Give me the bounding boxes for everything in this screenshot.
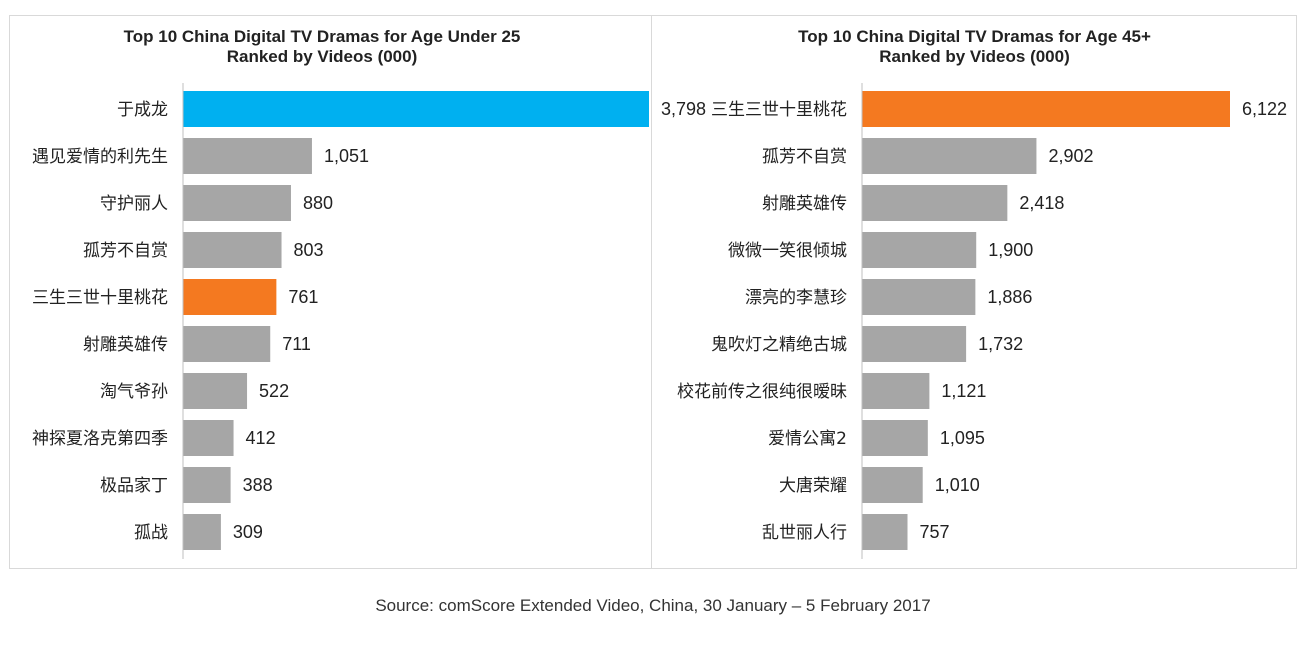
category-label: 极品家丁 [100, 476, 168, 496]
category-label: 遇见爱情的利先生 [32, 147, 168, 167]
category-label: 三生三世十里桃花 [32, 288, 168, 308]
category-label: 鬼吹灯之精绝古城 [711, 335, 847, 355]
value-label: 412 [246, 428, 276, 448]
category-label: 淘气爷孙 [100, 382, 168, 402]
category-label: 校花前传之很纯很暧昧 [677, 382, 847, 402]
chart-title-block: Top 10 China Digital TV Dramas for Age 4… [652, 27, 1297, 67]
category-label: 射雕英雄传 [762, 194, 847, 214]
chart-title-block: Top 10 China Digital TV Dramas for Age U… [1, 27, 643, 67]
value-label: 1,095 [940, 428, 985, 448]
value-label: 711 [282, 334, 311, 354]
value-label: 6,122 [1242, 99, 1287, 119]
bar [862, 185, 1008, 221]
value-label: 1,886 [987, 287, 1032, 307]
chart-panel-45-plus: Top 10 China Digital TV Dramas for Age 4… [652, 15, 1297, 569]
bar [183, 138, 312, 174]
panel-divider [651, 15, 652, 569]
category-label: 三生三世十里桃花 [711, 100, 847, 120]
chart-title: Top 10 China Digital TV Dramas for Age U… [123, 27, 521, 46]
bar [183, 185, 291, 221]
category-label: 于成龙 [117, 100, 168, 120]
value-label: 1,732 [978, 334, 1023, 354]
chart-panel-under-25: Top 10 China Digital TV Dramas for Age U… [9, 15, 706, 569]
bar [183, 514, 221, 550]
category-label: 射雕英雄传 [83, 335, 168, 355]
value-label: 761 [288, 287, 318, 307]
bar [183, 420, 234, 456]
value-label: 3,798 [661, 99, 706, 119]
source-note: Source: comScore Extended Video, China, … [375, 596, 931, 615]
bar [862, 467, 923, 503]
bar [183, 91, 649, 127]
bar [862, 279, 976, 315]
value-label: 803 [294, 240, 324, 260]
value-label: 1,010 [935, 475, 980, 495]
value-label: 2,902 [1048, 146, 1093, 166]
category-label: 孤芳不自赏 [83, 241, 168, 261]
value-label: 757 [920, 522, 950, 542]
chart-title: Top 10 China Digital TV Dramas for Age 4… [798, 27, 1151, 46]
bar [862, 514, 908, 550]
value-label: 388 [243, 475, 273, 495]
category-label: 微微一笑很倾城 [728, 241, 847, 261]
chart-frame [9, 15, 1297, 569]
bar [862, 373, 930, 409]
category-label: 大唐荣耀 [779, 475, 847, 496]
value-label: 522 [259, 381, 289, 401]
value-label: 309 [233, 522, 263, 542]
value-label: 2,418 [1019, 193, 1064, 213]
bar [862, 420, 928, 456]
bar [183, 373, 248, 409]
bar [862, 232, 977, 268]
value-label: 880 [303, 193, 333, 213]
category-label: 乱世丽人行 [762, 523, 847, 543]
bar [183, 232, 282, 268]
bar [183, 279, 277, 315]
category-label: 孤战 [134, 523, 168, 543]
category-label: 守护丽人 [100, 194, 168, 214]
bar [183, 326, 271, 362]
value-label: 1,900 [988, 240, 1033, 260]
value-label: 1,121 [941, 381, 986, 401]
chart-subtitle: Ranked by Videos (000) [226, 47, 418, 66]
bar [862, 326, 967, 362]
bar [862, 138, 1037, 174]
bar [183, 467, 231, 503]
bar [862, 91, 1230, 127]
bar-chart-45-plus: 三生三世十里桃花 6,122 孤芳不自赏 2,902 射雕英雄传 2,418 微微一笑很倾城… [677, 83, 1287, 559]
category-label: 爱情公寓2 [768, 429, 847, 449]
category-label: 漂亮的李慧珍 [745, 288, 847, 308]
bar-chart-under-25: 于成龙 3,798 遇见爱情的利先生 1,051 守护丽人 880 孤芳不自赏 803 三生三世… [32, 83, 706, 559]
category-label: 神探夏洛克第四季 [32, 429, 168, 449]
chart-subtitle: Ranked by Videos (000) [879, 47, 1070, 66]
value-label: 1,051 [324, 146, 369, 166]
category-label: 孤芳不自赏 [762, 147, 847, 167]
